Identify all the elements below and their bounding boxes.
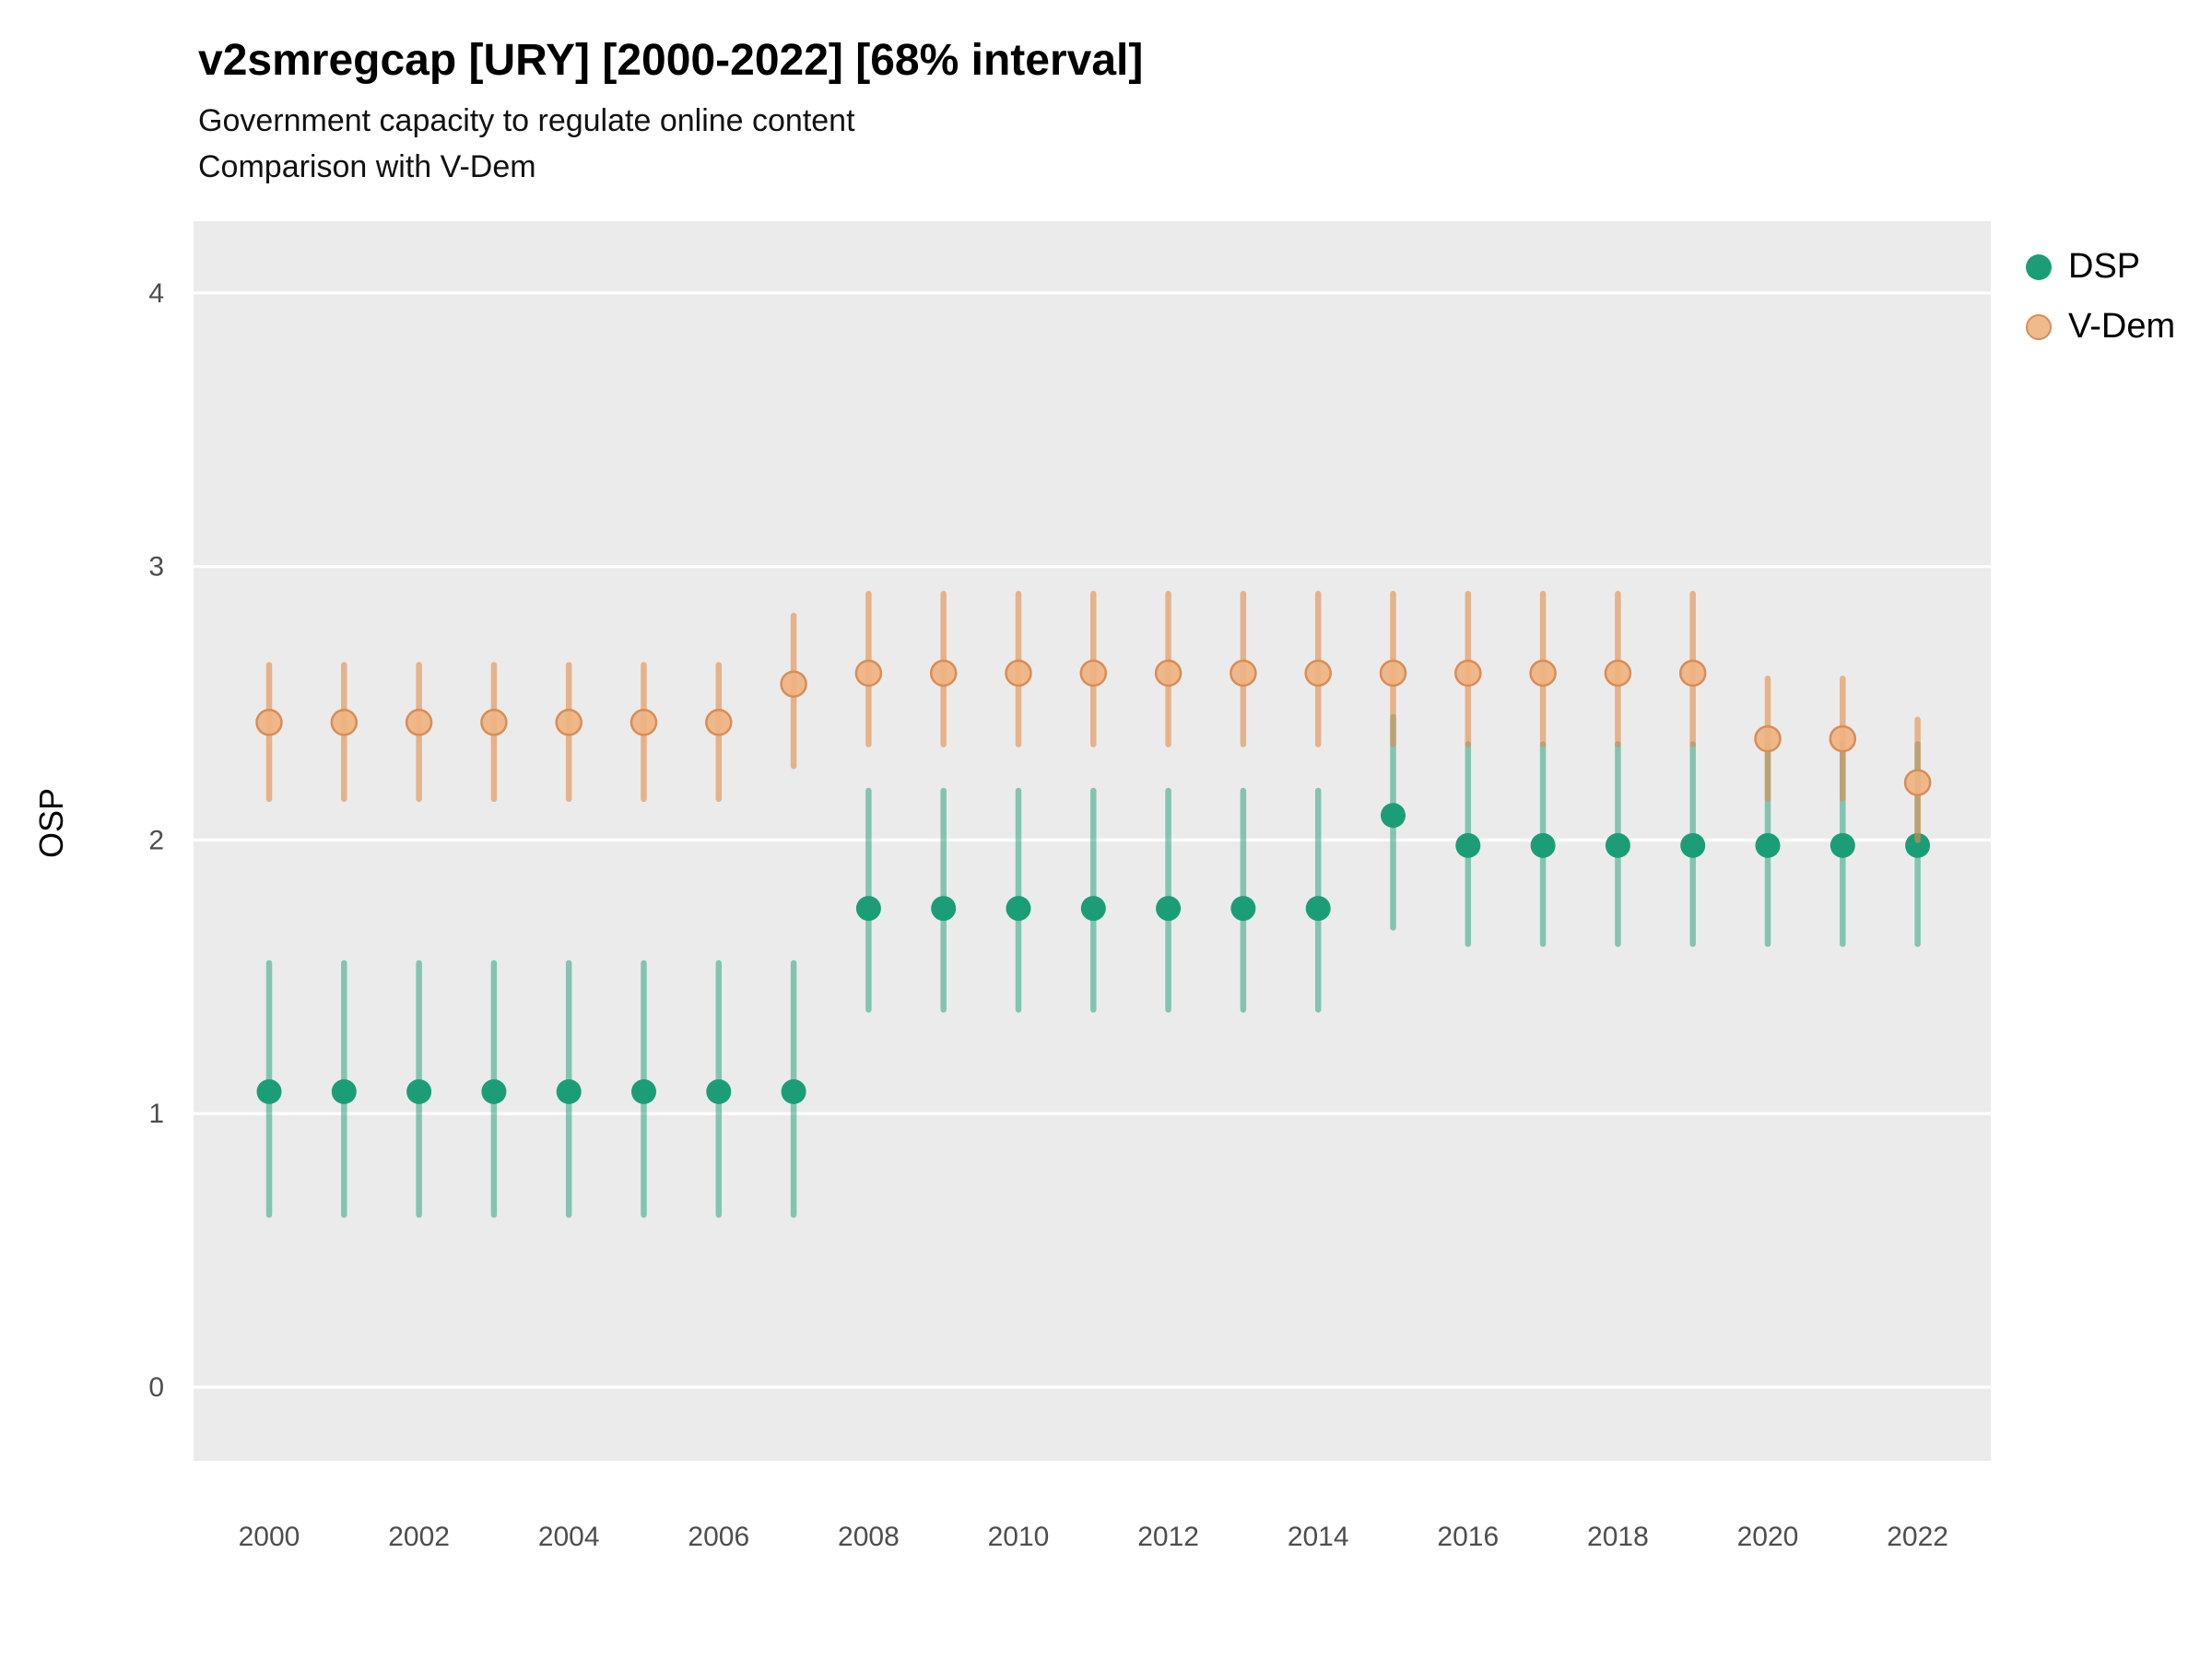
dsp-point-marker <box>2026 253 2052 280</box>
x-tick-label: 2000 <box>239 1522 300 1552</box>
data-point-v-dem <box>1529 659 1557 688</box>
x-tick-label: 2012 <box>1137 1522 1199 1552</box>
y-tick-label: 1 <box>148 1099 164 1129</box>
data-point-dsp <box>931 896 957 922</box>
data-point-dsp <box>1905 832 1931 858</box>
data-point-dsp <box>1381 803 1406 829</box>
y-tick-label: 2 <box>148 825 164 855</box>
data-point-dsp <box>406 1078 432 1104</box>
data-point-v-dem <box>705 709 733 736</box>
data-point-dsp <box>1830 832 1855 858</box>
legend-label-dsp: DSP <box>2068 247 2141 286</box>
x-tick-label: 2002 <box>388 1522 450 1552</box>
data-point-v-dem <box>1304 659 1332 688</box>
data-point-dsp <box>631 1078 656 1104</box>
data-point-v-dem <box>255 709 283 736</box>
data-point-dsp <box>331 1078 357 1104</box>
data-point-v-dem <box>1678 659 1707 688</box>
x-tick-label: 2020 <box>1737 1522 1799 1552</box>
data-point-dsp <box>1680 832 1706 858</box>
data-point-v-dem <box>1005 659 1032 688</box>
data-point-v-dem <box>929 659 958 688</box>
y-tick-label: 0 <box>148 1372 164 1403</box>
data-point-dsp <box>1230 896 1256 922</box>
data-point-v-dem <box>1379 659 1407 688</box>
x-tick-label: 2014 <box>1288 1522 1349 1552</box>
x-tick-label: 2018 <box>1587 1522 1649 1552</box>
data-point-v-dem <box>1754 724 1782 753</box>
chart-subtitle-2: Comparison with V-Dem <box>198 149 536 184</box>
data-point-v-dem <box>330 709 359 736</box>
x-tick-label: 2010 <box>988 1522 1050 1552</box>
legend: DSP V-Dem <box>2026 247 2175 347</box>
data-point-dsp <box>256 1078 282 1104</box>
data-point-v-dem <box>780 670 807 698</box>
legend-item-vdem: V-Dem <box>2026 307 2175 347</box>
data-point-v-dem <box>405 709 433 736</box>
data-point-v-dem <box>1454 659 1482 688</box>
data-point-dsp <box>1530 832 1556 858</box>
data-point-dsp <box>1305 896 1331 922</box>
chart-title: v2smregcap [URY] [2000-2022] [68% interv… <box>198 36 1144 85</box>
x-tick-label: 2022 <box>1887 1522 1948 1552</box>
data-point-dsp <box>1156 896 1182 922</box>
data-point-dsp <box>1455 832 1481 858</box>
data-point-v-dem <box>1829 724 1857 753</box>
data-point-v-dem <box>555 709 582 736</box>
x-tick-label: 2006 <box>688 1522 749 1552</box>
x-tick-label: 2008 <box>838 1522 900 1552</box>
x-tick-label: 2004 <box>538 1522 600 1552</box>
legend-item-dsp: DSP <box>2026 247 2175 287</box>
data-point-v-dem <box>1079 659 1108 688</box>
data-point-dsp <box>481 1078 507 1104</box>
vdem-point-marker <box>2026 313 2052 340</box>
data-point-v-dem <box>480 709 508 736</box>
y-tick-label: 3 <box>148 552 164 582</box>
data-point-dsp <box>1605 832 1630 858</box>
data-point-v-dem <box>1604 659 1632 688</box>
x-tick-label: 2016 <box>1437 1522 1499 1552</box>
data-point-dsp <box>855 896 881 922</box>
data-point-dsp <box>1080 896 1106 922</box>
data-point-dsp <box>1006 896 1031 922</box>
data-point-v-dem <box>1154 659 1182 688</box>
data-point-dsp <box>781 1078 806 1104</box>
data-point-dsp <box>1755 832 1781 858</box>
data-point-v-dem <box>854 659 883 688</box>
legend-label-vdem: V-Dem <box>2068 307 2176 346</box>
data-point-dsp <box>706 1078 732 1104</box>
data-point-v-dem <box>629 709 658 736</box>
data-point-v-dem <box>1903 769 1932 796</box>
data-point-v-dem <box>1230 659 1257 688</box>
chart-subtitle-1: Government capacity to regulate online c… <box>198 103 855 138</box>
y-tick-label: 4 <box>148 278 164 309</box>
data-point-dsp <box>556 1078 582 1104</box>
